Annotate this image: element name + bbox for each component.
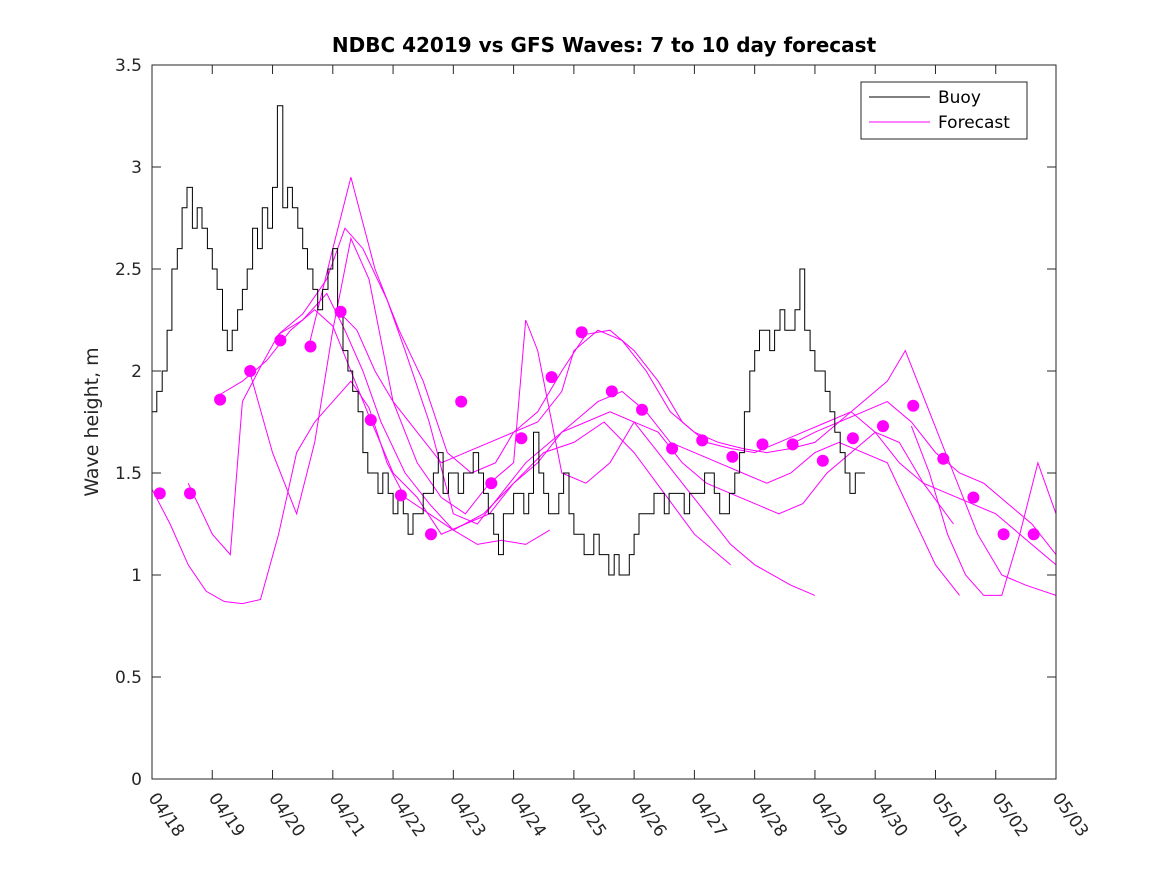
forecast-marker	[937, 452, 950, 465]
forecast-marker	[244, 365, 257, 377]
forecast-marker	[907, 399, 920, 412]
forecast-marker	[214, 393, 227, 406]
forecast-marker	[334, 305, 347, 318]
forecast-marker	[274, 334, 287, 347]
forecast-marker	[545, 371, 558, 384]
forecast-marker	[184, 487, 196, 500]
forecast-line-9	[910, 425, 1057, 596]
forecast-marker	[1027, 528, 1040, 541]
forecast-line-8	[790, 349, 1057, 596]
forecast-marker	[967, 491, 980, 504]
forecast-marker	[726, 450, 739, 463]
forecast-line-4	[247, 236, 954, 525]
forecast-marker	[485, 477, 498, 490]
forecast-marker	[515, 432, 528, 445]
y-tick-label: 2	[131, 362, 142, 382]
series-layer	[151, 177, 1057, 605]
forecast-marker	[364, 414, 377, 426]
forecast-marker	[605, 385, 618, 398]
chart-title: NDBC 42019 vs GFS Waves: 7 to 10 day for…	[332, 33, 877, 57]
y-tick-label: 3.5	[115, 56, 142, 76]
forecast-line-7	[338, 311, 1057, 566]
forecast-marker	[756, 438, 769, 451]
forecast-marker	[816, 454, 829, 467]
y-tick-label: 1	[131, 566, 142, 586]
y-tick-label: 0	[131, 770, 142, 790]
forecast-marker	[425, 528, 437, 541]
forecast-line-6	[308, 177, 1057, 555]
y-tick-label: 1.5	[115, 464, 142, 484]
legend-label-forecast: Forecast	[938, 113, 1010, 133]
ticks-layer	[151, 64, 1057, 780]
forecast-marker	[696, 434, 709, 447]
forecast-marker	[455, 395, 468, 408]
legend: Buoy Forecast	[860, 81, 1028, 140]
forecast-marker	[304, 340, 317, 353]
forecast-marker	[877, 420, 889, 433]
y-tick-label: 2.5	[115, 260, 142, 280]
forecast-marker	[636, 403, 648, 416]
forecast-marker	[394, 489, 407, 502]
forecast-marker	[153, 487, 166, 500]
y-tick-label: 0.5	[115, 668, 142, 688]
forecast-marker	[997, 528, 1010, 541]
legend-label-buoy: Buoy	[938, 88, 981, 108]
y-tick-label: 3	[131, 158, 142, 178]
forecast-marker	[666, 442, 679, 455]
marker-layer	[153, 305, 1040, 541]
y-tick-labels: 0 0.5 1 1.5 2 2.5 3 3.5	[115, 56, 142, 790]
plot-frame	[151, 64, 1057, 780]
buoy-layer	[152, 105, 865, 576]
forecast-marker	[846, 432, 859, 445]
forecast-line-3	[218, 309, 816, 596]
buoy-line	[152, 105, 865, 576]
forecast-line-1	[151, 380, 551, 605]
forecast-marker	[786, 438, 799, 451]
forecast-line-2	[187, 292, 731, 566]
legend-box	[860, 81, 1028, 140]
y-axis-label: Wave height, m	[81, 347, 103, 496]
forecast-marker	[575, 326, 588, 339]
